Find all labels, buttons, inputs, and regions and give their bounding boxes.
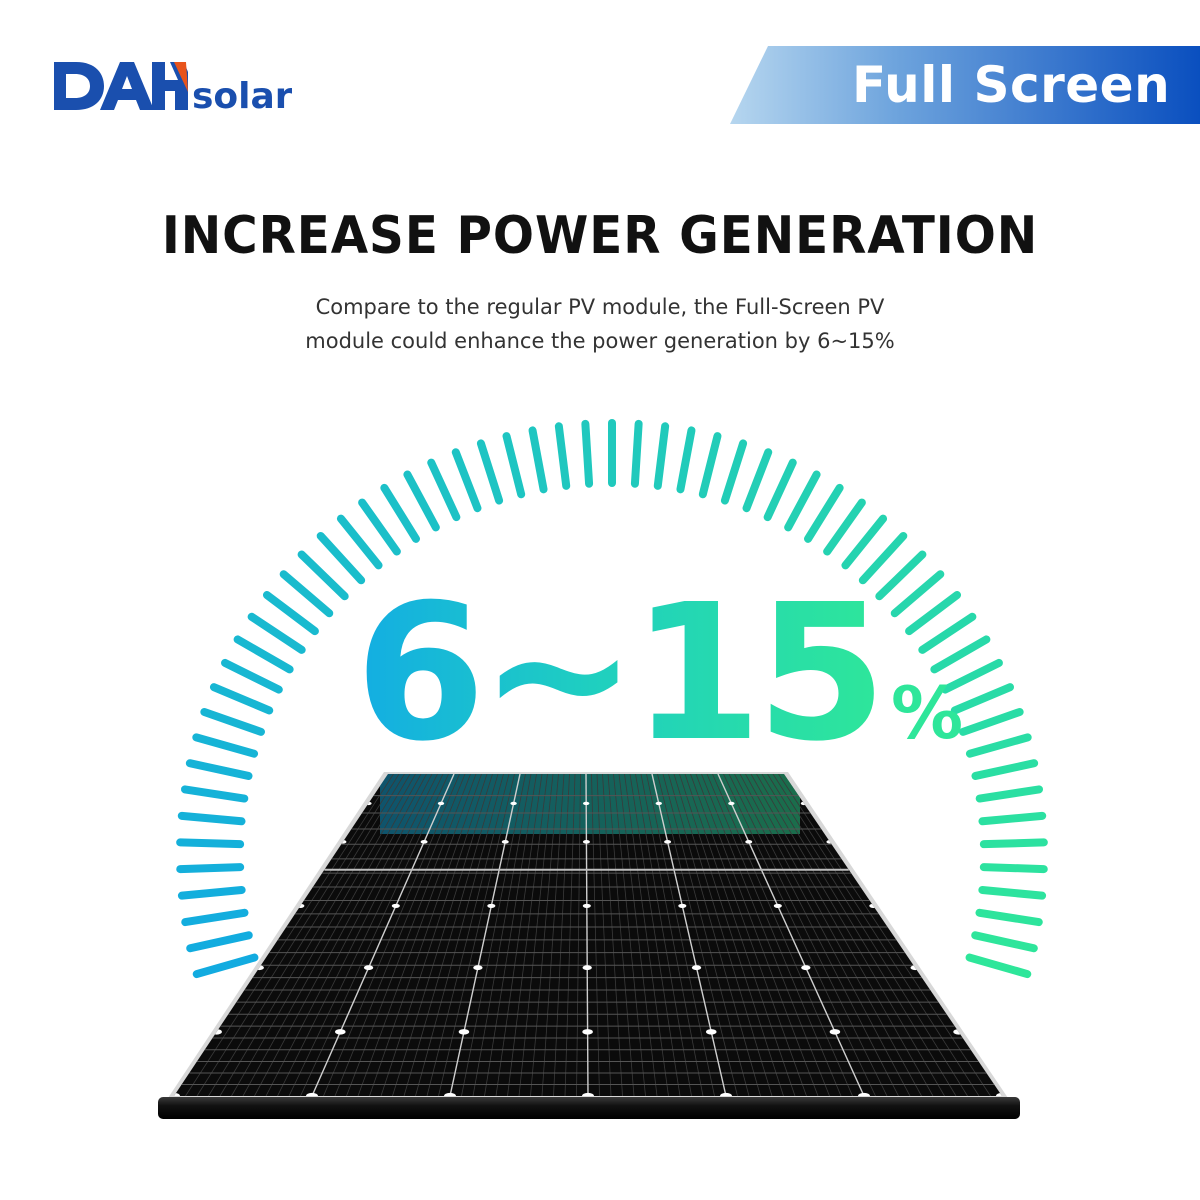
gauge-tick (177, 811, 246, 826)
gauge-tick (502, 432, 526, 499)
gauge-tick (804, 483, 844, 543)
gauge-tick (192, 953, 259, 979)
gauge-tick (380, 483, 420, 543)
gauge-tick (630, 419, 643, 488)
gauge-tick (965, 953, 1032, 979)
gauge-tick (720, 439, 748, 505)
gauge-tick (451, 448, 482, 513)
dah-solar-logo: solar (52, 58, 292, 114)
gauge-tick (978, 811, 1047, 826)
gauge-tick (181, 908, 249, 927)
gauge-tick (181, 785, 249, 803)
gauge-tick (200, 707, 265, 736)
gain-range: 6~15 (355, 564, 887, 783)
gauge-tick (763, 458, 797, 522)
gauge-tick (554, 422, 571, 490)
percent-sign: % (890, 671, 964, 755)
gauge-tick (427, 458, 461, 522)
gauge-tick (905, 591, 962, 636)
gauge-tick (971, 759, 1039, 780)
gauge-tick (262, 591, 319, 636)
gauge-tick (316, 531, 366, 585)
gauge-tick (875, 550, 927, 601)
gauge-tick (959, 707, 1024, 736)
gauge-tick (221, 658, 283, 694)
gauge-tick (979, 863, 1048, 874)
gauge-tick (186, 931, 253, 953)
gauge-tick (185, 759, 253, 780)
gauge-tick (279, 570, 334, 618)
gauge-tick (233, 635, 294, 674)
gauge-tick (890, 570, 945, 618)
gauge-tick (975, 908, 1043, 927)
gauge-tick (247, 612, 306, 654)
gauge-tick (965, 733, 1032, 758)
gauge-tick (979, 838, 1048, 849)
full-screen-banner: Full Screen (730, 46, 1200, 124)
gauge-tick (823, 498, 866, 556)
gauge-tick (476, 439, 504, 505)
gauge-tick (176, 838, 245, 849)
gauge-tick (336, 514, 383, 570)
gauge-tick (653, 422, 670, 490)
gauge-tick (975, 785, 1043, 803)
subtitle-line-2: module could enhance the power generatio… (305, 329, 895, 353)
gauge-tick (528, 426, 548, 494)
banner-label: Full Screen (852, 56, 1171, 114)
gauge-tick (784, 470, 821, 532)
gauge-tick (297, 550, 349, 601)
gauge-tick (950, 683, 1015, 715)
gauge-tick (177, 886, 246, 900)
svg-text:solar: solar (192, 76, 292, 114)
gauge-tick (358, 498, 401, 556)
gauge-tick (209, 683, 274, 715)
gauge-tick (698, 432, 722, 499)
gauge-tick (676, 426, 696, 494)
gauge-tick (403, 470, 440, 532)
page-title: INCREASE POWER GENERATION (161, 206, 1039, 266)
efficiency-gain-value: 6~15% (355, 574, 963, 774)
gauge-tick (841, 514, 888, 570)
gauge-tick (930, 635, 991, 674)
subtitle-line-1: Compare to the regular PV module, the Fu… (315, 295, 885, 319)
gauge-tick (858, 531, 908, 585)
gauge-tick (742, 448, 773, 513)
gauge-tick (941, 658, 1003, 694)
subtitle: Compare to the regular PV module, the Fu… (250, 290, 950, 358)
panel-frame (158, 1097, 1020, 1119)
gauge-tick (192, 733, 259, 758)
gauge-tick (581, 419, 594, 488)
gauge-tick (978, 886, 1047, 900)
gauge-tick (918, 612, 977, 654)
gauge-tick (971, 931, 1038, 953)
gauge-tick (176, 863, 245, 874)
